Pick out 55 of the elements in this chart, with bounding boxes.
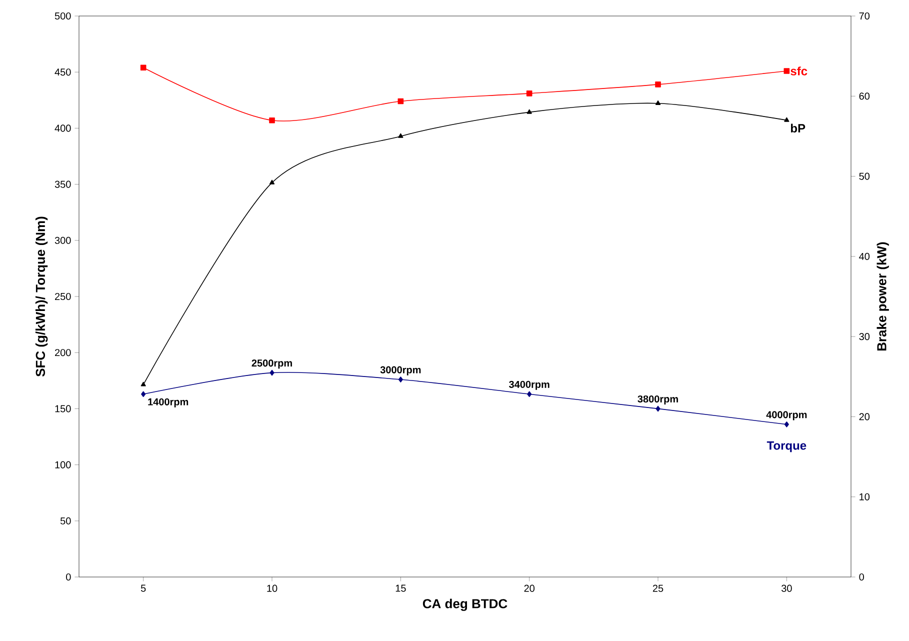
series-label: Torque [766, 441, 806, 452]
point [269, 117, 275, 124]
point [656, 406, 660, 412]
point [784, 422, 789, 428]
y2-tick-label: 10 [860, 493, 870, 500]
point [526, 109, 532, 114]
y-tick-label: 300 [54, 236, 71, 244]
x-tick-label: 10 [267, 584, 278, 592]
y2-axis-title: Brake power (kW) [876, 242, 889, 351]
y-tick-label: 50 [60, 517, 71, 524]
y2-tick-label: 40 [859, 252, 870, 260]
x-axis-title: CA deg BTDC [422, 598, 508, 611]
y-tick-label: 450 [54, 68, 71, 76]
point [527, 391, 532, 398]
y-tick-label: 0 [66, 573, 71, 581]
series-label: sfc [790, 66, 808, 76]
point [784, 68, 790, 74]
y-tick-label: 500 [54, 12, 71, 20]
annotation: 3400rpm [509, 380, 550, 390]
y-tick-label: 350 [54, 180, 71, 188]
point [398, 133, 404, 138]
point [141, 391, 146, 398]
y-tick-label: 400 [54, 124, 71, 132]
y-tick-label: 150 [55, 405, 71, 412]
annotation: 4000rpm [766, 411, 807, 420]
point [269, 180, 275, 184]
y2-tick-label: 20 [859, 413, 870, 420]
point [398, 98, 404, 104]
annotation: 2500rpm [252, 360, 292, 369]
point [398, 376, 403, 382]
y2-tick-label: 60 [859, 92, 870, 100]
point [655, 82, 661, 88]
x-tick-label: 30 [781, 584, 792, 592]
point [655, 100, 661, 106]
point [784, 117, 790, 122]
y2-tick-label: 70 [859, 12, 870, 20]
x-tick-label: 25 [652, 584, 664, 592]
y-axis-title: SFC (g/kWh)/ Torque (Nm) [35, 216, 48, 377]
annotation: 1400rpm [148, 398, 188, 408]
annotation: 3000rpm [380, 366, 421, 376]
y2-tick-label: 30 [859, 333, 870, 340]
series-label: bP [790, 124, 806, 133]
y-tick-label: 100 [55, 461, 71, 468]
y-tick-label: 250 [55, 292, 71, 300]
y2-tick-label: 0 [859, 573, 864, 581]
y-tick-label: 200 [55, 349, 71, 356]
x-tick-label: 5 [140, 584, 146, 592]
point [526, 90, 532, 96]
point [140, 64, 146, 71]
y2-tick-label: 50 [859, 172, 870, 180]
x-tick-label: 20 [524, 584, 535, 592]
point [140, 382, 146, 386]
x-tick-label: 15 [396, 584, 406, 592]
point [270, 370, 274, 376]
annotation: 3800rpm [638, 395, 678, 404]
